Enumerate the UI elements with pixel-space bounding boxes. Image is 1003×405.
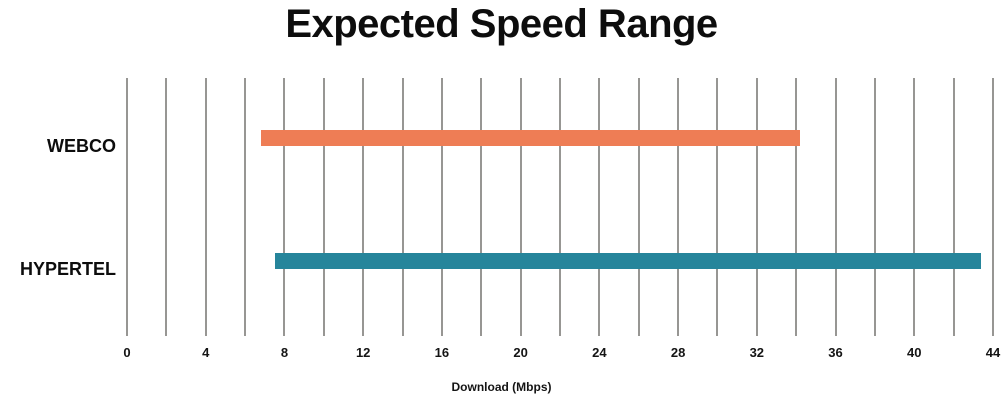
gridline — [559, 78, 561, 336]
gridline — [480, 78, 483, 336]
gridline — [598, 78, 601, 336]
x-tick-label: 36 — [828, 345, 843, 360]
bar-row-webco — [127, 118, 993, 158]
range-bar-webco[interactable] — [260, 130, 801, 146]
gridline — [913, 78, 916, 336]
bar-row-hypertel — [127, 241, 993, 281]
gridline — [952, 78, 955, 336]
gridline — [834, 78, 837, 336]
x-tick-label: 20 — [513, 345, 528, 360]
gridline — [322, 78, 325, 336]
gridline — [244, 78, 247, 336]
x-tick-label: 16 — [434, 345, 450, 360]
x-tick-label: 0 — [123, 345, 131, 360]
x-tick-label: 40 — [907, 345, 922, 360]
gridline — [126, 78, 128, 336]
x-tick-label: 28 — [670, 345, 686, 360]
x-tick-label: 4 — [202, 345, 210, 360]
gridline — [755, 78, 758, 336]
chart-title: Expected Speed Range — [285, 2, 718, 46]
gridline — [440, 78, 443, 336]
gridline — [637, 78, 640, 336]
gridline — [401, 78, 404, 336]
x-tick-label: 24 — [592, 345, 607, 360]
gridline — [519, 78, 522, 336]
category-label-hypertel: HYPERTEL — [19, 259, 116, 279]
gridline — [795, 78, 798, 336]
gridline — [992, 78, 994, 336]
x-axis-tick-labels: 0 4 8 12 16 20 24 28 32 36 40 44 — [123, 345, 1000, 365]
gridline — [362, 78, 365, 336]
x-axis-title: Download (Mbps) — [451, 380, 552, 394]
category-label-webco: WEBCO — [47, 136, 116, 156]
gridline — [677, 78, 680, 336]
gridline — [873, 78, 876, 336]
gridline — [204, 78, 207, 336]
plot-area — [126, 78, 994, 336]
x-tick-label: 44 — [985, 345, 1001, 360]
x-tick-label: 8 — [280, 345, 289, 360]
gridline — [283, 78, 286, 336]
gridline — [716, 78, 719, 336]
gridline — [165, 78, 168, 336]
x-tick-label: 12 — [355, 345, 371, 360]
x-tick-label: 32 — [749, 345, 765, 360]
range-bar-hypertel[interactable] — [274, 253, 982, 269]
